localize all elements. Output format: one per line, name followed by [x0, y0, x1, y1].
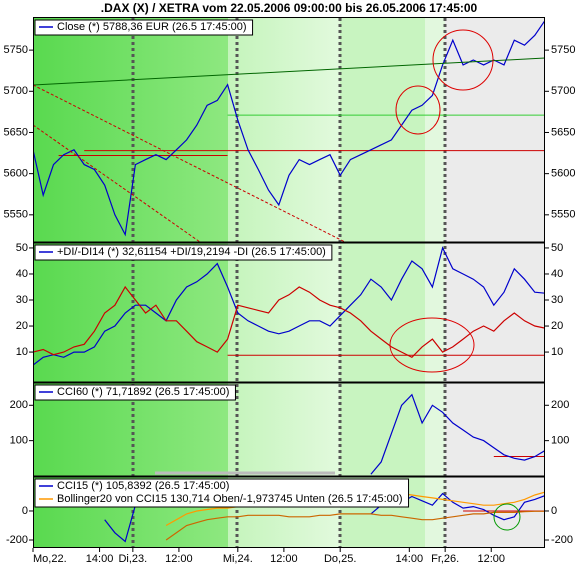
legend-label: +DI/-DI14 (*) 32,61154 +DI/19,2194 -DI (…: [57, 246, 326, 258]
y-tick-label-right: 50: [551, 242, 563, 254]
annotations: [33, 29, 545, 531]
legend-box: [34, 244, 333, 261]
legend-label: CCI15 (*) 105,8392 (26.5 17:45:00): [57, 480, 229, 492]
legend-box: [34, 384, 236, 401]
y-tick-label-right: 20: [551, 320, 563, 332]
legend-label: CCI60 (*) 71,71892 (26.5 17:45:00): [57, 386, 229, 398]
y-tick-label: 5750: [4, 44, 28, 56]
y-tick-label: -200: [6, 534, 28, 546]
y-tick-label: 0: [22, 505, 28, 517]
y-tick-label-right: 10: [551, 346, 563, 358]
frame: [33, 17, 545, 548]
x-tick-label: Do,25.: [324, 553, 356, 565]
y-tick-label-right: 5600: [551, 168, 575, 180]
y-tick-label: 5650: [4, 126, 28, 138]
series-line: [33, 285, 545, 359]
legend-label: Bollinger20 von CCI15 130,714 Oben/-1,97…: [57, 493, 403, 505]
legend-label: Close (*) 5788,36 EUR (26.5 17:45:00): [57, 21, 247, 33]
y-tick-label: 100: [10, 435, 28, 447]
x-tick-label: 12:00: [165, 553, 193, 565]
x-tick-label: Mi,24.: [223, 553, 253, 565]
background: [33, 18, 545, 548]
day-separators: [131, 18, 447, 548]
y-tick-label-right: 40: [551, 268, 563, 280]
y-tick-label: 5550: [4, 209, 28, 221]
y-tick-label-right: 5750: [551, 44, 575, 56]
y-tick-label: 20: [16, 320, 28, 332]
y-tick-label: 30: [16, 294, 28, 306]
x-tick-label: 14:00: [86, 553, 114, 565]
series-line: [165, 510, 545, 541]
x-tick-label: Fr,26.: [431, 553, 459, 565]
series-line: [33, 20, 545, 237]
overlay-layer: Close (*) 5788,36 EUR (26.5 17:45:00) +DI…: [34, 19, 410, 508]
x-tick-label: 14:00: [396, 553, 424, 565]
y-tick-label-right: 200: [551, 399, 569, 411]
y-tick-label: 5700: [4, 85, 28, 97]
y-tick-label-right: 0: [551, 505, 557, 517]
x-tick-label: 12:00: [477, 553, 505, 565]
series-line: [33, 246, 545, 366]
y-tick-label: 40: [16, 268, 28, 280]
y-tick-label: 200: [10, 399, 28, 411]
y-tick-label-right: 5550: [551, 209, 575, 221]
x-tick-label: 12:00: [270, 553, 298, 565]
x-tick-label: Di,23.: [118, 553, 147, 565]
legend-box: [34, 478, 410, 508]
y-tick-label-right: 5650: [551, 126, 575, 138]
y-tick-label: 5600: [4, 168, 28, 180]
y-tick-label: 10: [16, 346, 28, 358]
y-tick-label-right: 5700: [551, 85, 575, 97]
legend-box: [34, 19, 254, 36]
y-tick-label: 50: [16, 242, 28, 254]
y-tick-label-right: 100: [551, 435, 569, 447]
x-tick-label: Mo,22.: [33, 553, 67, 565]
chart-title: .DAX (X) / XETRA vom 22.05.2006 09:00:00…: [101, 1, 478, 15]
series-line: [370, 393, 545, 475]
y-tick-label-right: 30: [551, 294, 563, 306]
y-tick-label-right: -200: [551, 534, 573, 546]
